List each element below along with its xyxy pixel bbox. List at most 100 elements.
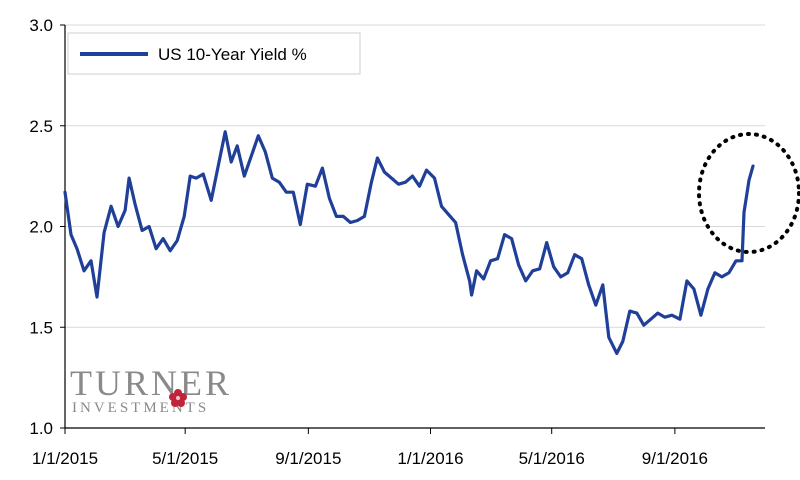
data-point (468, 280, 471, 282)
data-point (243, 175, 246, 177)
highlight-circle (697, 132, 800, 254)
data-point (285, 191, 288, 193)
data-point (195, 177, 197, 179)
data-point (686, 280, 688, 282)
data-point (411, 175, 414, 177)
x-tick-label: 9/1/2015 (275, 449, 341, 468)
legend-label: US 10-Year Yield % (158, 45, 307, 64)
data-point (390, 177, 393, 179)
data-point (70, 233, 72, 236)
data-point (475, 270, 478, 272)
data-point (679, 318, 681, 321)
data-point (271, 177, 274, 179)
data-point (328, 197, 331, 200)
logo-sub-text: INVESTMENTS (72, 400, 209, 416)
x-tick-label: 5/1/2015 (152, 449, 218, 468)
data-point (482, 278, 485, 280)
data-point (496, 257, 499, 260)
y-axis-ticks: 1.0 1.5 2.0 2.5 3.0 (29, 16, 65, 438)
data-point (657, 312, 659, 314)
data-point (128, 177, 130, 179)
data-point (714, 272, 716, 274)
data-point (356, 219, 359, 222)
data-point (183, 215, 185, 218)
data-point (210, 199, 212, 202)
data-point (141, 229, 143, 232)
data-point (383, 171, 386, 173)
data-point (299, 223, 302, 226)
series-us-10-year-yield (63, 130, 755, 355)
data-point (700, 314, 702, 317)
data-point (629, 310, 631, 312)
data-point (573, 253, 576, 256)
data-point (510, 237, 513, 240)
data-point (76, 247, 78, 250)
data-point (397, 183, 400, 185)
data-point (124, 209, 126, 212)
data-point (559, 276, 562, 278)
legend: US 10-Year Yield % (67, 32, 361, 75)
data-point (517, 264, 520, 266)
data-point (278, 181, 281, 183)
data-point (503, 233, 506, 236)
data-point (90, 260, 92, 262)
data-point (321, 167, 324, 169)
data-point (728, 272, 730, 274)
data-point (236, 145, 238, 147)
data-point (404, 181, 407, 183)
data-point (162, 237, 164, 240)
data-point (608, 336, 610, 339)
data-point (524, 280, 527, 282)
data-point (602, 284, 604, 286)
data-point (134, 203, 136, 206)
data-point (735, 260, 737, 262)
data-point (314, 185, 317, 187)
data-point (671, 314, 673, 317)
y-tick-label: 2.5 (29, 117, 53, 136)
data-point (110, 205, 112, 208)
data-point (693, 288, 695, 290)
data-point (636, 312, 638, 314)
data-point (189, 175, 191, 177)
data-point (538, 268, 541, 270)
data-point (342, 215, 345, 218)
data-point (616, 352, 618, 355)
data-point (250, 155, 253, 157)
data-point (155, 247, 157, 250)
data-point (440, 205, 443, 208)
data-point (425, 169, 428, 171)
data-point (454, 221, 457, 224)
data-point (650, 318, 652, 321)
data-point (264, 151, 267, 153)
data-point (224, 131, 226, 133)
data-point (169, 249, 171, 252)
logo-watermark: TURNER INVESTMENTS (70, 363, 232, 416)
data-point (418, 185, 421, 187)
data-point (292, 191, 295, 193)
y-tick-label: 2.0 (29, 218, 53, 237)
data-point (363, 215, 366, 218)
data-point (752, 165, 754, 167)
data-point (748, 179, 750, 181)
data-point (489, 260, 492, 262)
data-point (552, 266, 555, 268)
data-point (230, 161, 232, 163)
data-point (664, 316, 666, 319)
x-tick-label: 5/1/2016 (519, 449, 585, 468)
data-point (96, 296, 98, 298)
data-point (741, 260, 743, 262)
data-point (643, 324, 645, 327)
logo-main-text: TURNER (70, 363, 232, 403)
data-point (566, 272, 569, 274)
data-point (580, 257, 583, 260)
data-point (64, 191, 66, 193)
data-point (707, 288, 709, 290)
data-point (335, 215, 338, 218)
data-point (433, 177, 436, 179)
data-point (117, 225, 119, 228)
data-point (545, 241, 548, 244)
data-point (622, 340, 624, 343)
data-point (202, 173, 204, 175)
y-tick-label: 1.0 (29, 419, 53, 438)
